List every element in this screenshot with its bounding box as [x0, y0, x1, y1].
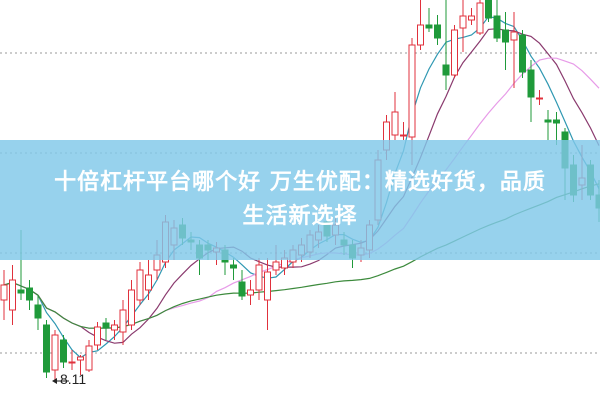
- candle-body: [9, 279, 16, 311]
- candle-body: [536, 97, 543, 100]
- candle-body: [485, 0, 492, 19]
- candle-body: [43, 324, 50, 373]
- candle-body: [128, 289, 135, 326]
- promo-banner: 十倍杠杆平台哪个好 万生优配：精选好货，品质 生活新选择: [0, 140, 600, 260]
- candle-body: [26, 287, 33, 301]
- low-price-label: 8.11: [60, 371, 87, 387]
- candle-body: [468, 15, 475, 21]
- candle-body: [85, 345, 93, 371]
- candle-body: [434, 24, 441, 39]
- candle-body: [145, 274, 152, 291]
- candle-body: [102, 322, 110, 329]
- candle-body: [77, 356, 84, 361]
- candle-body: [408, 44, 416, 138]
- candle-body: [459, 15, 467, 29]
- candle-body: [493, 15, 501, 39]
- candle-body: [553, 119, 560, 124]
- candle-body: [425, 24, 433, 29]
- candle-body: [230, 264, 237, 269]
- candle-body: [400, 134, 407, 137]
- candle-body: [51, 334, 59, 371]
- candle-body: [17, 289, 25, 294]
- candle-body: [502, 29, 509, 43]
- low-marker-arrowhead: [52, 378, 57, 384]
- candle-body: [119, 309, 127, 333]
- candle-body: [451, 29, 458, 76]
- candle-body: [544, 119, 552, 123]
- candle-body: [68, 361, 76, 364]
- candle-body: [391, 111, 399, 136]
- candle-body: [272, 261, 280, 271]
- candle-body: [136, 269, 144, 301]
- candle-body: [519, 34, 526, 73]
- candle-body: [476, 2, 484, 34]
- candle-body: [510, 31, 518, 41]
- candle-body: [442, 64, 450, 76]
- candle-body: [60, 339, 67, 363]
- candle-body: [238, 281, 246, 297]
- candle-body: [94, 326, 101, 346]
- candle-body: [417, 24, 424, 46]
- candle-body: [0, 284, 8, 301]
- banner-line-1: 十倍杠杆平台哪个好 万生优配：精选好货，品质: [54, 170, 546, 195]
- banner-line-2: 生活新选择: [242, 204, 358, 229]
- candle-body: [247, 289, 254, 296]
- candle-body: [264, 271, 271, 301]
- candle-body: [255, 264, 263, 291]
- candle-body: [34, 304, 42, 319]
- candle-body: [527, 69, 535, 98]
- candle-body: [111, 324, 118, 331]
